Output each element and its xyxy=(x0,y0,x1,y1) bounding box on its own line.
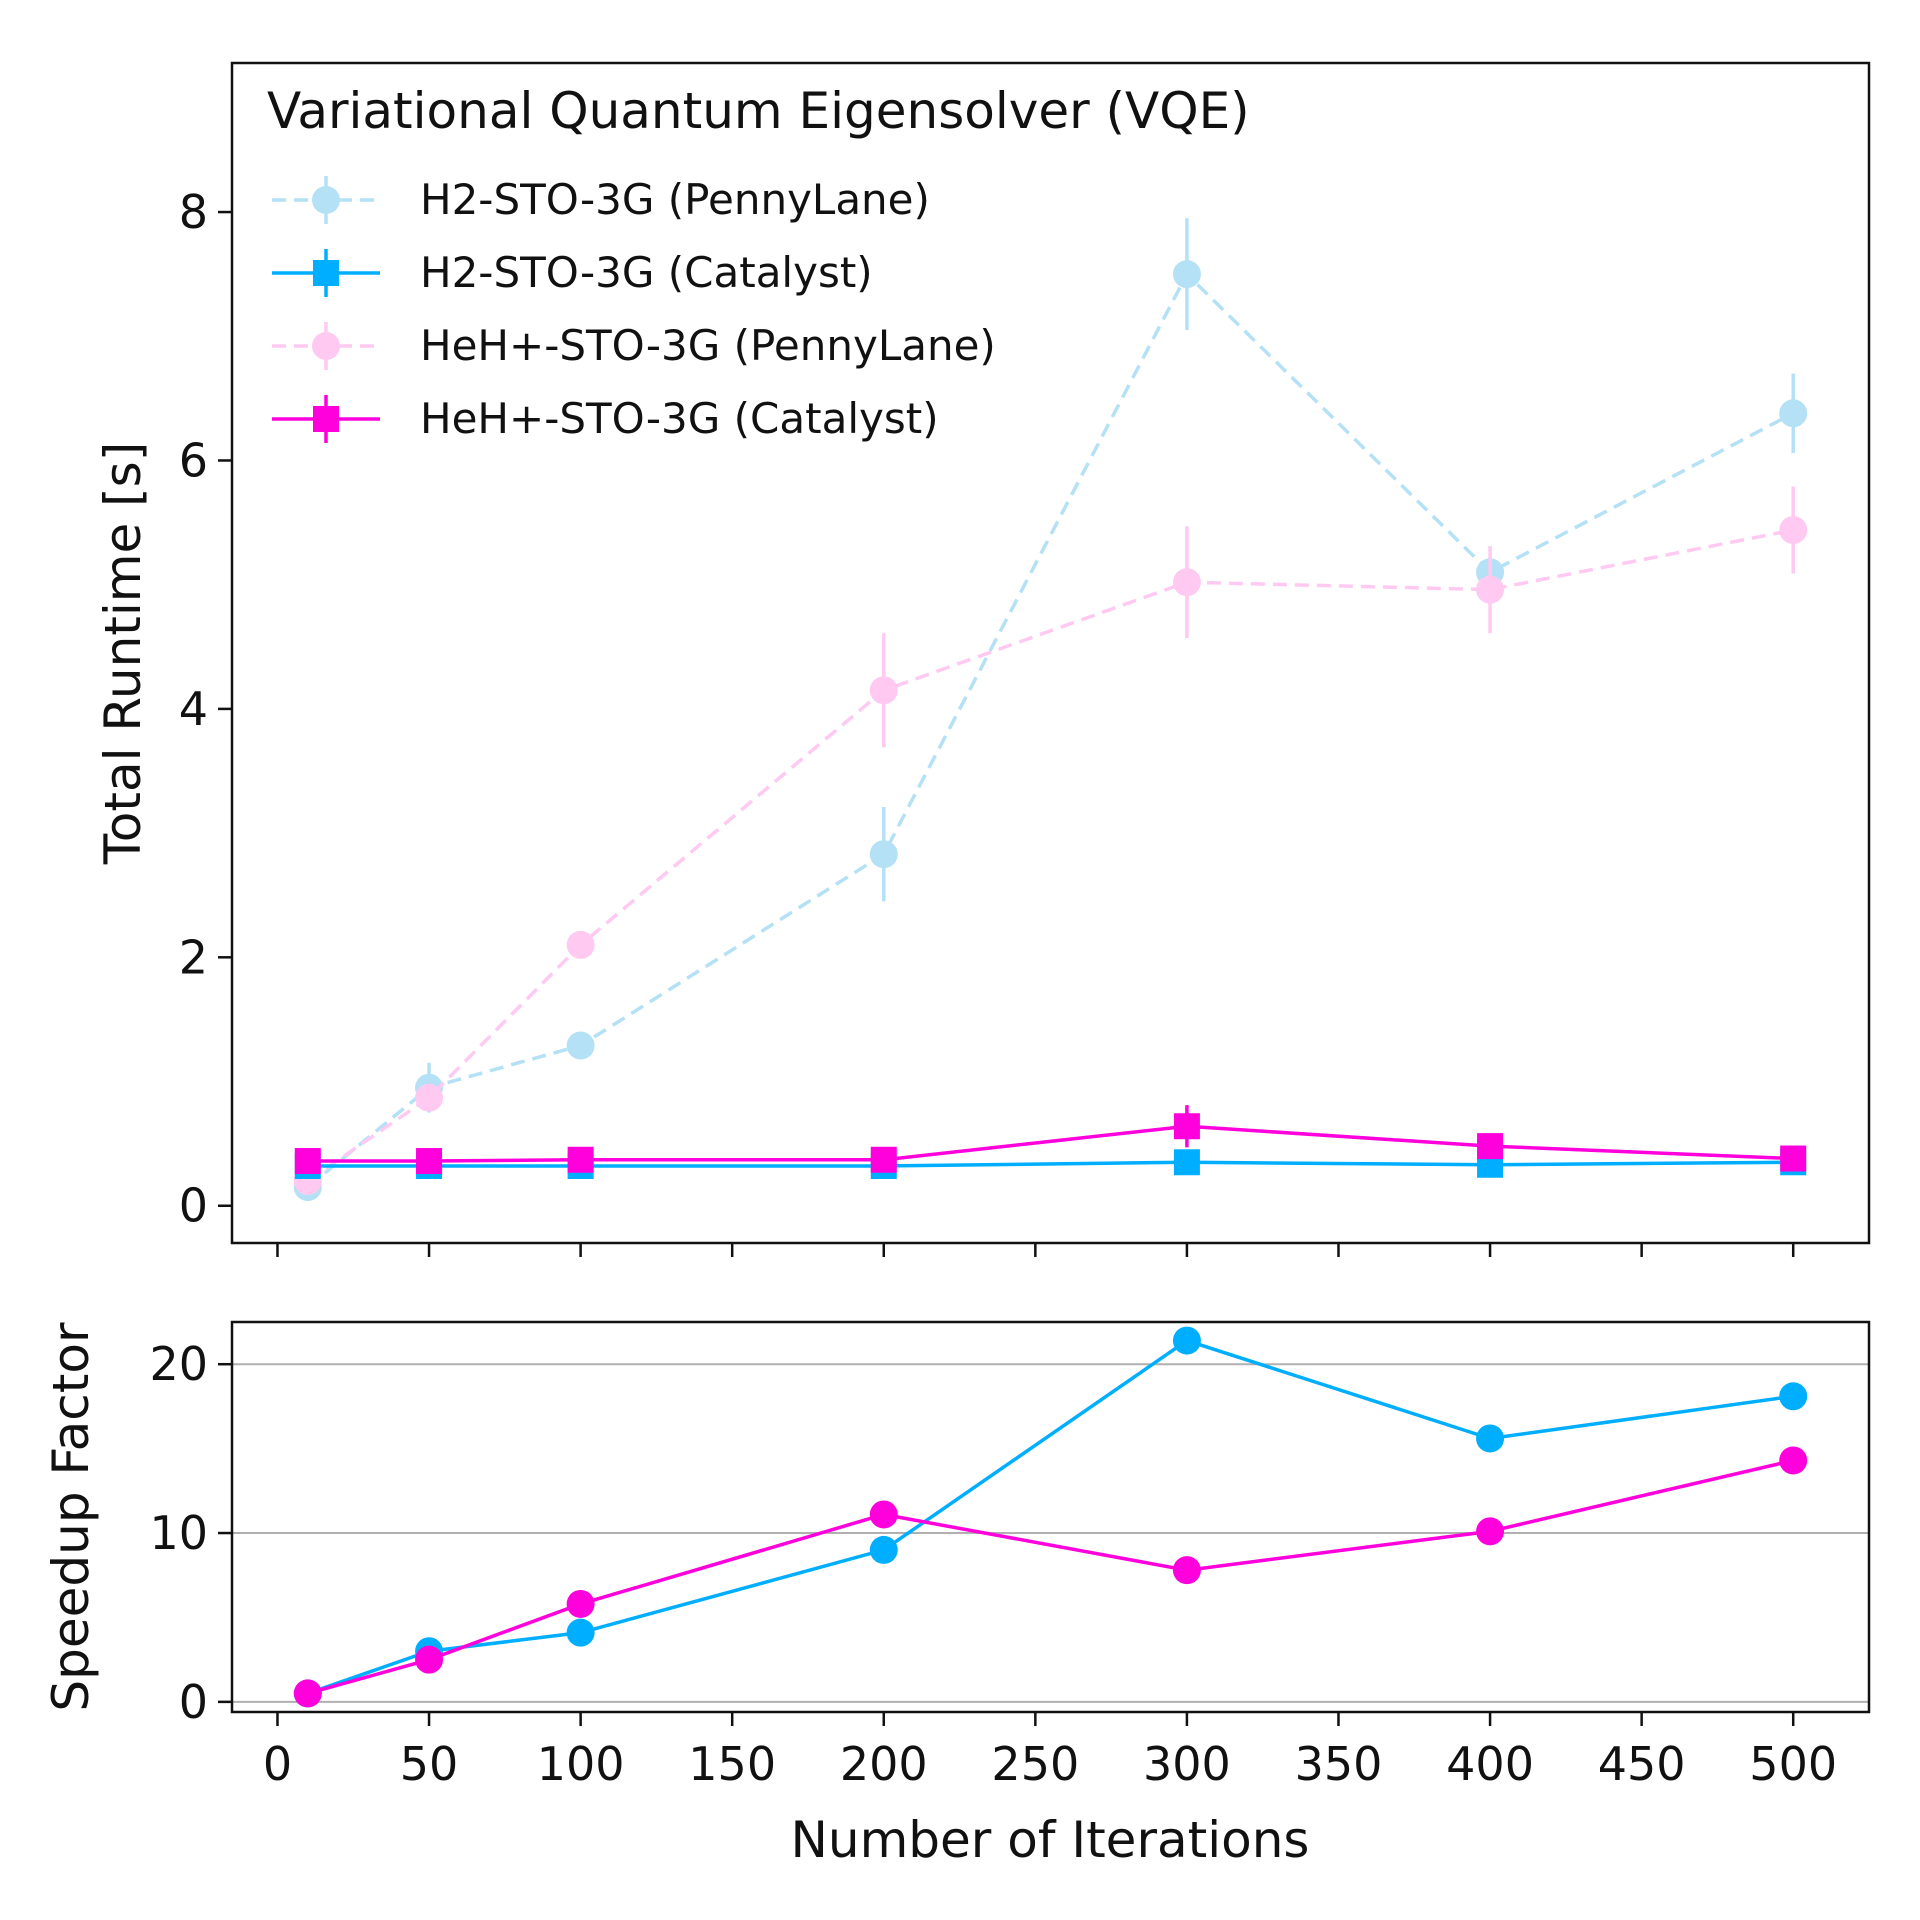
legend-marker xyxy=(312,332,340,360)
speedup-x-tick-label: 350 xyxy=(1295,1737,1383,1791)
legend-entry-0: H2-STO-3G (PennyLane) xyxy=(272,175,930,224)
runtime-y-tick-label: 6 xyxy=(179,433,208,487)
speedup-data-point xyxy=(1476,1424,1505,1453)
speedup-y-tick-label: 0 xyxy=(179,1675,208,1729)
runtime-y-tick-label: 8 xyxy=(179,185,208,239)
speedup-panel: 0 50 100 150 200 250 300 350 400 450 500 0 10 20 Spe… xyxy=(42,1320,1871,1869)
speedup-data-point xyxy=(869,1500,898,1529)
runtime-series-3 xyxy=(294,1105,1807,1175)
runtime-y-ticks: 0 2 4 6 8 xyxy=(179,185,232,1233)
runtime-panel: 0 2 4 6 8 Total Runtime [s] Variational Quan… xyxy=(94,61,1871,1257)
runtime-y-axis-label: Total Runtime [s] xyxy=(94,442,152,865)
speedup-x-tick-label: 150 xyxy=(688,1737,776,1791)
legend: H2-STO-3G (PennyLane) H2-STO-3G (Catalyst… xyxy=(272,175,996,443)
runtime-data-point xyxy=(1477,1133,1504,1160)
runtime-data-point xyxy=(566,930,595,959)
runtime-data-point xyxy=(869,840,898,869)
runtime-data-point xyxy=(566,1031,595,1060)
speedup-data-point xyxy=(869,1535,898,1564)
runtime-data-point xyxy=(1173,1113,1200,1140)
speedup-data-point xyxy=(1779,1446,1808,1475)
runtime-data-point xyxy=(294,1148,321,1175)
speedup-data-point xyxy=(1172,1326,1201,1355)
runtime-data-point xyxy=(870,1146,897,1173)
legend-marker xyxy=(312,186,340,214)
runtime-data-point xyxy=(1780,1145,1807,1172)
legend-marker xyxy=(313,406,339,432)
speedup-y-tick-label: 20 xyxy=(149,1337,208,1391)
runtime-data-point xyxy=(1172,260,1201,289)
runtime-data-point xyxy=(1476,575,1505,604)
speedup-x-tick-label: 200 xyxy=(840,1737,928,1791)
speedup-y-axis-label: Speedup Factor xyxy=(42,1322,100,1712)
runtime-y-tick-label: 0 xyxy=(179,1179,208,1233)
speedup-data-point xyxy=(293,1679,322,1708)
speedup-data-point xyxy=(1476,1517,1505,1546)
runtime-data-point xyxy=(416,1148,443,1175)
runtime-data-point xyxy=(1779,399,1808,428)
speedup-x-tick-label: 50 xyxy=(400,1737,459,1791)
speedup-data-point xyxy=(566,1618,595,1647)
runtime-data-point xyxy=(1173,1149,1200,1176)
speedup-data-point xyxy=(1779,1382,1808,1411)
speedup-plot-frame xyxy=(230,1320,1871,1714)
legend-label: HeH+-STO-3G (Catalyst) xyxy=(420,394,939,443)
speedup-x-tick-label: 300 xyxy=(1143,1737,1231,1791)
legend-entry-1: H2-STO-3G (Catalyst) xyxy=(272,248,873,297)
runtime-data-point xyxy=(1172,568,1201,597)
speedup-gridlines xyxy=(232,1363,1869,1703)
legend-label: H2-STO-3G (Catalyst) xyxy=(420,248,873,297)
speedup-x-tick-label: 500 xyxy=(1749,1737,1837,1791)
runtime-series-group xyxy=(293,218,1808,1202)
speedup-series-1 xyxy=(293,1446,1808,1708)
runtime-data-point xyxy=(415,1083,444,1112)
speedup-x-tick-label: 450 xyxy=(1598,1737,1686,1791)
runtime-data-point xyxy=(1779,516,1808,545)
runtime-x-ticks xyxy=(276,1243,1795,1257)
runtime-y-tick-label: 4 xyxy=(179,682,208,736)
x-axis-label: Number of Iterations xyxy=(791,1811,1310,1869)
speedup-x-tick-label: 250 xyxy=(991,1737,1079,1791)
legend-entry-2: HeH+-STO-3G (PennyLane) xyxy=(272,321,996,370)
runtime-series-2 xyxy=(293,486,1808,1195)
legend-label: HeH+-STO-3G (PennyLane) xyxy=(420,321,996,370)
speedup-x-tick-label: 0 xyxy=(263,1737,292,1791)
runtime-y-tick-label: 2 xyxy=(179,930,208,984)
speedup-x-tick-label: 100 xyxy=(537,1737,625,1791)
speedup-y-tick-label: 10 xyxy=(149,1506,208,1560)
runtime-plot-frame xyxy=(230,61,1871,1245)
legend-marker xyxy=(313,260,339,286)
speedup-series-group xyxy=(293,1326,1808,1708)
speedup-data-point xyxy=(415,1645,444,1674)
legend-entry-3: HeH+-STO-3G (Catalyst) xyxy=(272,394,939,443)
speedup-x-tick-label: 400 xyxy=(1446,1737,1534,1791)
runtime-data-point xyxy=(869,676,898,705)
speedup-y-ticks: 0 10 20 xyxy=(149,1337,232,1729)
runtime-data-point xyxy=(567,1146,594,1173)
speedup-x-ticks: 0 50 100 150 200 250 300 350 400 450 500 xyxy=(263,1712,1837,1791)
chart-title: Variational Quantum Eigensolver (VQE) xyxy=(267,82,1250,140)
speedup-data-point xyxy=(1172,1556,1201,1585)
speedup-data-point xyxy=(566,1589,595,1618)
legend-label: H2-STO-3G (PennyLane) xyxy=(420,175,930,224)
